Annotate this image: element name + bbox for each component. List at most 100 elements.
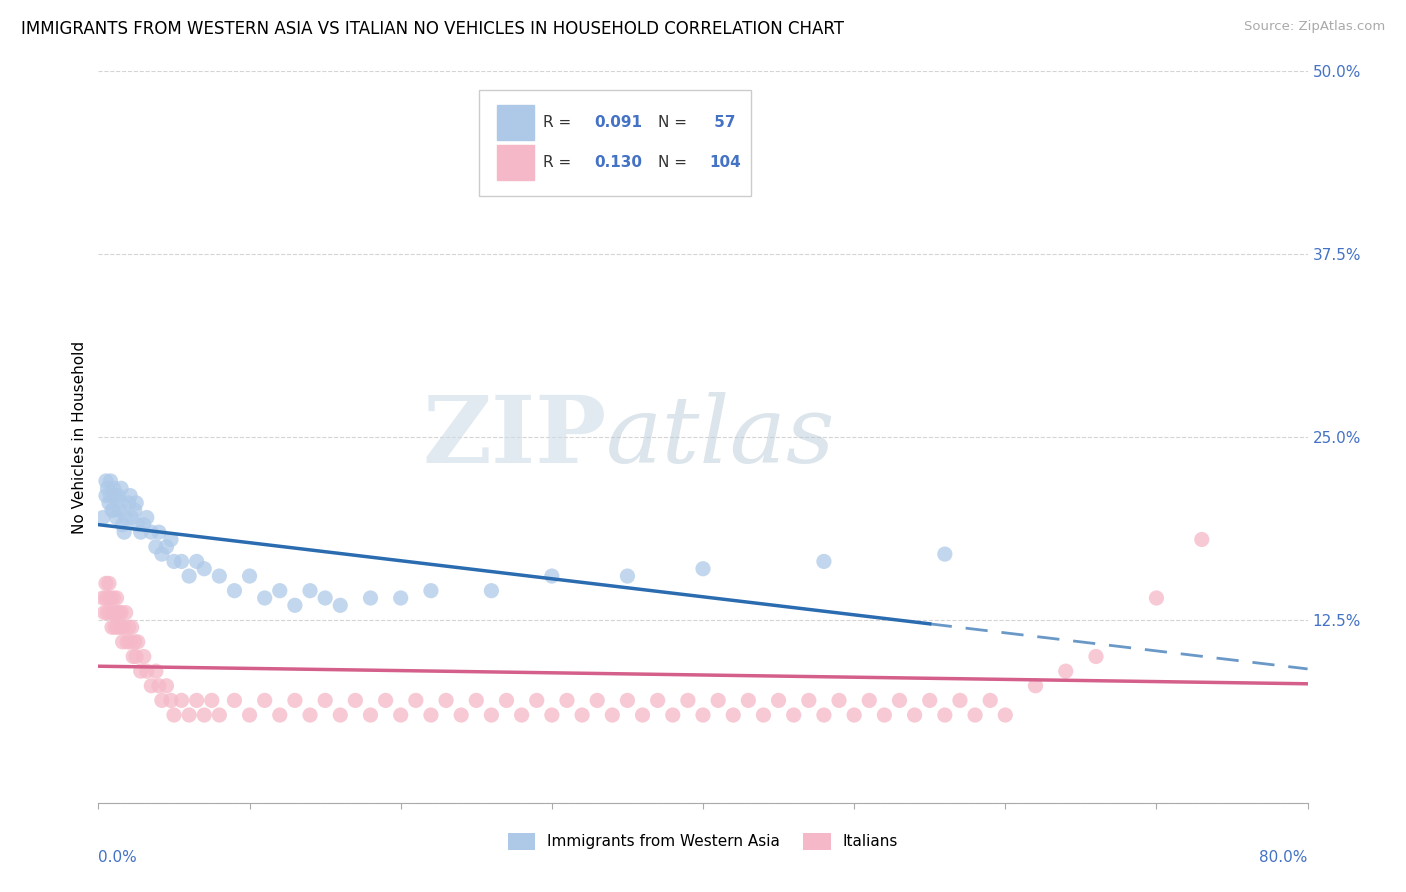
Point — [100, 489, 122, 503]
Point — [91, 591, 114, 605]
Point — [344, 693, 367, 707]
Point — [103, 481, 125, 495]
Point — [420, 583, 443, 598]
Point — [239, 569, 262, 583]
Point — [127, 517, 149, 532]
Point — [107, 620, 129, 634]
Point — [112, 525, 135, 540]
Point — [360, 708, 382, 723]
Text: IMMIGRANTS FROM WESTERN ASIA VS ITALIAN NO VEHICLES IN HOUSEHOLD CORRELATION CHA: IMMIGRANTS FROM WESTERN ASIA VS ITALIAN … — [21, 20, 844, 37]
Text: Source: ZipAtlas.com: Source: ZipAtlas.com — [1244, 20, 1385, 33]
Point — [105, 606, 128, 620]
Point — [813, 554, 835, 568]
Text: 0.091: 0.091 — [595, 115, 643, 130]
Point — [586, 693, 609, 707]
Point — [299, 708, 322, 723]
Point — [110, 606, 132, 620]
Point — [284, 599, 307, 613]
Point — [723, 708, 745, 723]
Point — [299, 583, 322, 598]
Point — [208, 569, 231, 583]
Point — [253, 693, 276, 707]
Point — [526, 693, 548, 707]
Point — [481, 583, 503, 598]
Point — [129, 664, 152, 678]
Point — [949, 693, 972, 707]
Text: R =: R = — [543, 155, 576, 170]
Point — [104, 489, 127, 503]
Point — [405, 693, 427, 707]
Point — [495, 693, 517, 707]
Point — [616, 569, 638, 583]
Point — [111, 635, 134, 649]
Point — [135, 510, 157, 524]
Point — [828, 693, 851, 707]
Point — [105, 591, 128, 605]
Point — [1191, 533, 1213, 547]
Point — [103, 606, 125, 620]
Point — [129, 525, 152, 540]
Point — [783, 708, 806, 723]
Point — [768, 693, 790, 707]
Point — [114, 510, 136, 524]
Point — [101, 503, 124, 517]
Point — [110, 496, 132, 510]
Point — [100, 606, 122, 620]
Point — [122, 649, 145, 664]
Point — [94, 576, 117, 591]
Point — [94, 489, 117, 503]
Point — [540, 708, 562, 723]
Point — [934, 547, 956, 561]
Point — [141, 525, 163, 540]
Point — [692, 708, 714, 723]
Point — [105, 510, 128, 524]
Point — [94, 474, 117, 488]
Point — [145, 664, 167, 678]
Point — [1144, 591, 1167, 605]
Legend: Immigrants from Western Asia, Italians: Immigrants from Western Asia, Italians — [501, 825, 905, 857]
Point — [121, 510, 143, 524]
Point — [110, 481, 132, 495]
Point — [121, 620, 143, 634]
Point — [239, 708, 262, 723]
Point — [253, 591, 276, 605]
Point — [389, 708, 412, 723]
Point — [155, 540, 177, 554]
Point — [124, 503, 146, 517]
Point — [193, 708, 215, 723]
Point — [98, 591, 121, 605]
Point — [481, 708, 503, 723]
Point — [965, 708, 987, 723]
Point — [269, 583, 291, 598]
Point — [602, 708, 624, 723]
Point — [107, 489, 129, 503]
Point — [994, 708, 1017, 723]
Point — [103, 503, 125, 517]
Point — [224, 693, 246, 707]
Point — [555, 693, 578, 707]
Point — [135, 664, 157, 678]
Point — [132, 517, 155, 532]
Point — [127, 635, 149, 649]
Point — [389, 591, 412, 605]
Text: atlas: atlas — [606, 392, 835, 482]
Point — [108, 503, 131, 517]
Point — [873, 708, 896, 723]
Point — [314, 591, 336, 605]
Point — [118, 496, 141, 510]
Point — [163, 554, 186, 568]
Point — [647, 693, 669, 707]
Point — [100, 474, 122, 488]
Point — [94, 591, 117, 605]
FancyBboxPatch shape — [479, 90, 751, 195]
Text: 104: 104 — [709, 155, 741, 170]
Point — [208, 708, 231, 723]
Point — [96, 481, 118, 495]
Point — [918, 693, 941, 707]
Point — [163, 708, 186, 723]
Text: 0.0%: 0.0% — [98, 850, 138, 865]
Point — [616, 693, 638, 707]
Point — [360, 591, 382, 605]
Point — [314, 693, 336, 707]
Point — [889, 693, 911, 707]
